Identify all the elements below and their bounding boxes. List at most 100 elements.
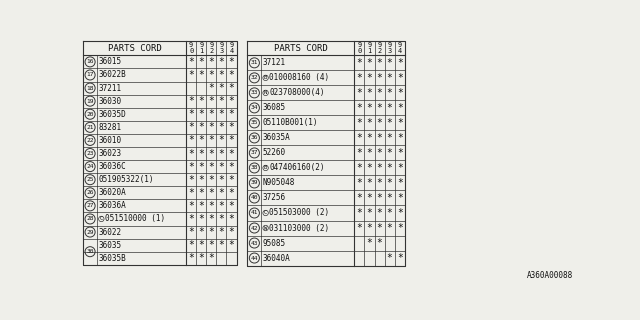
Text: 43: 43 [251,241,258,245]
Text: 36036C: 36036C [99,162,126,171]
Text: PARTS CORD: PARTS CORD [274,44,328,53]
Text: *: * [228,227,234,237]
Text: *: * [387,178,392,188]
Text: *: * [376,178,383,188]
Text: *: * [397,163,403,173]
Text: *: * [209,57,214,67]
Text: *: * [188,148,194,158]
Text: 051905322(1): 051905322(1) [99,175,154,184]
Text: *: * [218,162,225,172]
Text: *: * [367,88,372,98]
Text: 9: 9 [189,42,193,48]
Text: W: W [264,226,268,230]
Text: *: * [387,58,392,68]
Text: 18: 18 [86,85,94,91]
Text: 37121: 37121 [263,58,286,67]
Text: 9: 9 [378,42,381,48]
Text: 39: 39 [251,180,258,186]
Text: *: * [356,223,362,233]
Text: *: * [209,240,214,250]
Text: B: B [264,165,268,171]
Text: *: * [209,96,214,106]
Text: *: * [218,57,225,67]
Text: *: * [387,148,392,158]
Text: *: * [228,188,234,198]
Text: 37211: 37211 [99,84,122,92]
Text: *: * [228,201,234,211]
Text: *: * [209,201,214,211]
Text: 23: 23 [86,151,94,156]
Text: C: C [264,211,268,215]
Text: 031103000 (2): 031103000 (2) [269,223,329,233]
Text: *: * [356,58,362,68]
Text: 20: 20 [86,112,94,117]
Text: 9: 9 [367,42,372,48]
Text: *: * [209,227,214,237]
Text: *: * [209,175,214,185]
Text: *: * [376,88,383,98]
Text: *: * [198,148,204,158]
Text: *: * [367,148,372,158]
Text: 95085: 95085 [263,238,286,248]
Text: A360A00088: A360A00088 [527,271,573,280]
Text: 0: 0 [189,48,193,54]
Text: 010008160 (4): 010008160 (4) [269,73,329,82]
Text: 9: 9 [229,42,234,48]
Text: 33: 33 [251,90,258,95]
Text: *: * [218,188,225,198]
Text: *: * [397,193,403,203]
Text: *: * [387,103,392,113]
Text: *: * [397,253,403,263]
Text: PARTS CORD: PARTS CORD [108,44,161,53]
Text: *: * [356,178,362,188]
Text: 16: 16 [86,60,94,64]
Text: *: * [367,178,372,188]
Text: *: * [367,238,372,248]
Text: 3: 3 [220,48,223,54]
Text: *: * [387,163,392,173]
Text: *: * [228,70,234,80]
Text: 42: 42 [251,226,258,230]
Text: 36022: 36022 [99,228,122,236]
Text: *: * [209,214,214,224]
Text: 36035D: 36035D [99,110,126,119]
Text: *: * [228,83,234,93]
Text: 25: 25 [86,177,94,182]
Text: *: * [188,122,194,132]
Text: 24: 24 [86,164,94,169]
Text: *: * [397,178,403,188]
Text: N905048: N905048 [263,179,295,188]
Text: *: * [198,96,204,106]
Text: *: * [376,73,383,83]
Text: *: * [188,175,194,185]
Text: *: * [397,118,403,128]
Text: *: * [218,227,225,237]
Text: 05110B001(1): 05110B001(1) [263,118,319,127]
Text: *: * [376,223,383,233]
Text: 36035B: 36035B [99,254,126,263]
Text: *: * [376,238,383,248]
Text: *: * [218,135,225,145]
Text: *: * [188,135,194,145]
Text: *: * [188,109,194,119]
Text: 9: 9 [387,42,392,48]
Text: *: * [188,240,194,250]
Text: 26: 26 [86,190,94,195]
Text: *: * [209,162,214,172]
Text: 9: 9 [209,42,214,48]
Text: *: * [198,227,204,237]
Text: 36022B: 36022B [99,70,126,79]
Text: *: * [228,162,234,172]
Text: *: * [209,70,214,80]
Text: *: * [367,118,372,128]
Text: *: * [198,135,204,145]
Text: 36035: 36035 [99,241,122,250]
Text: *: * [198,214,204,224]
Text: *: * [188,253,194,263]
Text: *: * [356,163,362,173]
Text: *: * [376,148,383,158]
Text: *: * [387,118,392,128]
Text: *: * [188,70,194,80]
Text: *: * [209,148,214,158]
Text: *: * [228,109,234,119]
